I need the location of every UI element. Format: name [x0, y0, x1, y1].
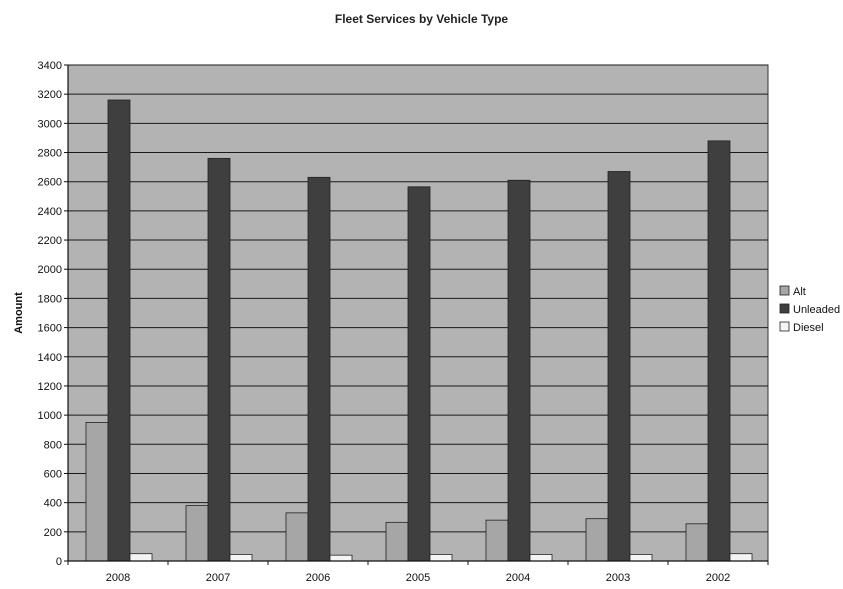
bar-diesel-2008: [129, 553, 153, 562]
y-tick-label: 1200: [38, 381, 62, 393]
y-tick-label: 3200: [38, 89, 62, 101]
bar-diesel-2003: [629, 554, 653, 562]
legend: Alt Unleaded Diesel: [779, 285, 840, 334]
bar-unleaded-2008: [107, 99, 131, 562]
bar-diesel-2007: [229, 554, 253, 562]
legend-label-unleaded: Unleaded: [793, 304, 840, 316]
legend-swatch-diesel: [779, 321, 790, 332]
bar-unleaded-2004: [507, 179, 531, 562]
y-tick-label: 2400: [38, 206, 62, 218]
x-tick-label: 2008: [106, 572, 130, 584]
bar-alt-2008: [85, 422, 109, 562]
y-tick-label: 2600: [38, 177, 62, 189]
y-tick-label: 3400: [38, 60, 62, 72]
bar-alt-2006: [285, 512, 309, 562]
legend-swatch-alt: [779, 285, 790, 296]
x-tick-label: 2004: [506, 572, 530, 584]
y-tick-label: 200: [44, 527, 62, 539]
x-tick-label: 2003: [606, 572, 630, 584]
chart-title: Fleet Services by Vehicle Type: [334, 12, 509, 26]
bars: [85, 99, 753, 562]
y-tick-label: 1600: [38, 323, 62, 335]
y-tick-label: 800: [44, 439, 62, 451]
y-tick-label: 3000: [38, 118, 62, 130]
y-tick-label: 400: [44, 498, 62, 510]
y-tick-label: 0: [56, 556, 62, 568]
y-tick-label: 2000: [38, 264, 62, 276]
legend-swatch-unleaded: [779, 303, 790, 314]
y-tick-label: 1400: [38, 352, 62, 364]
bar-alt-2007: [185, 505, 209, 562]
y-tick-label: 1000: [38, 410, 62, 422]
bar-unleaded-2005: [407, 186, 431, 562]
x-axis-ticks: 2008 2007 2006 2005 2004 2003 2002: [67, 561, 769, 584]
bar-alt-2003: [585, 518, 609, 562]
bar-unleaded-2006: [307, 176, 331, 562]
legend-label-diesel: Diesel: [793, 322, 824, 334]
y-axis-ticks: 0 200 400 600 800 1000 1200 1400 1600 1800 2000 220…: [38, 60, 68, 568]
bar-unleaded-2002: [707, 140, 731, 562]
bar-unleaded-2003: [607, 171, 631, 562]
y-tick-label: 2200: [38, 235, 62, 247]
bar-diesel-2004: [529, 554, 553, 562]
x-tick-label: 2002: [706, 572, 730, 584]
x-tick-label: 2006: [306, 572, 330, 584]
x-tick-label: 2005: [406, 572, 430, 584]
legend-label-alt: Alt: [793, 286, 806, 298]
y-axis-label: Amount: [13, 292, 25, 334]
bar-unleaded-2007: [207, 157, 231, 562]
y-tick-label: 600: [44, 468, 62, 480]
y-tick-label: 1800: [38, 293, 62, 305]
x-tick-label: 2007: [206, 572, 230, 584]
bar-diesel-2005: [429, 554, 453, 562]
bar-alt-2002: [685, 523, 709, 562]
bar-alt-2004: [485, 519, 509, 562]
bar-diesel-2002: [729, 553, 753, 562]
bar-alt-2005: [385, 521, 409, 562]
y-tick-label: 2800: [38, 148, 62, 160]
bar-diesel-2006: [329, 554, 353, 562]
